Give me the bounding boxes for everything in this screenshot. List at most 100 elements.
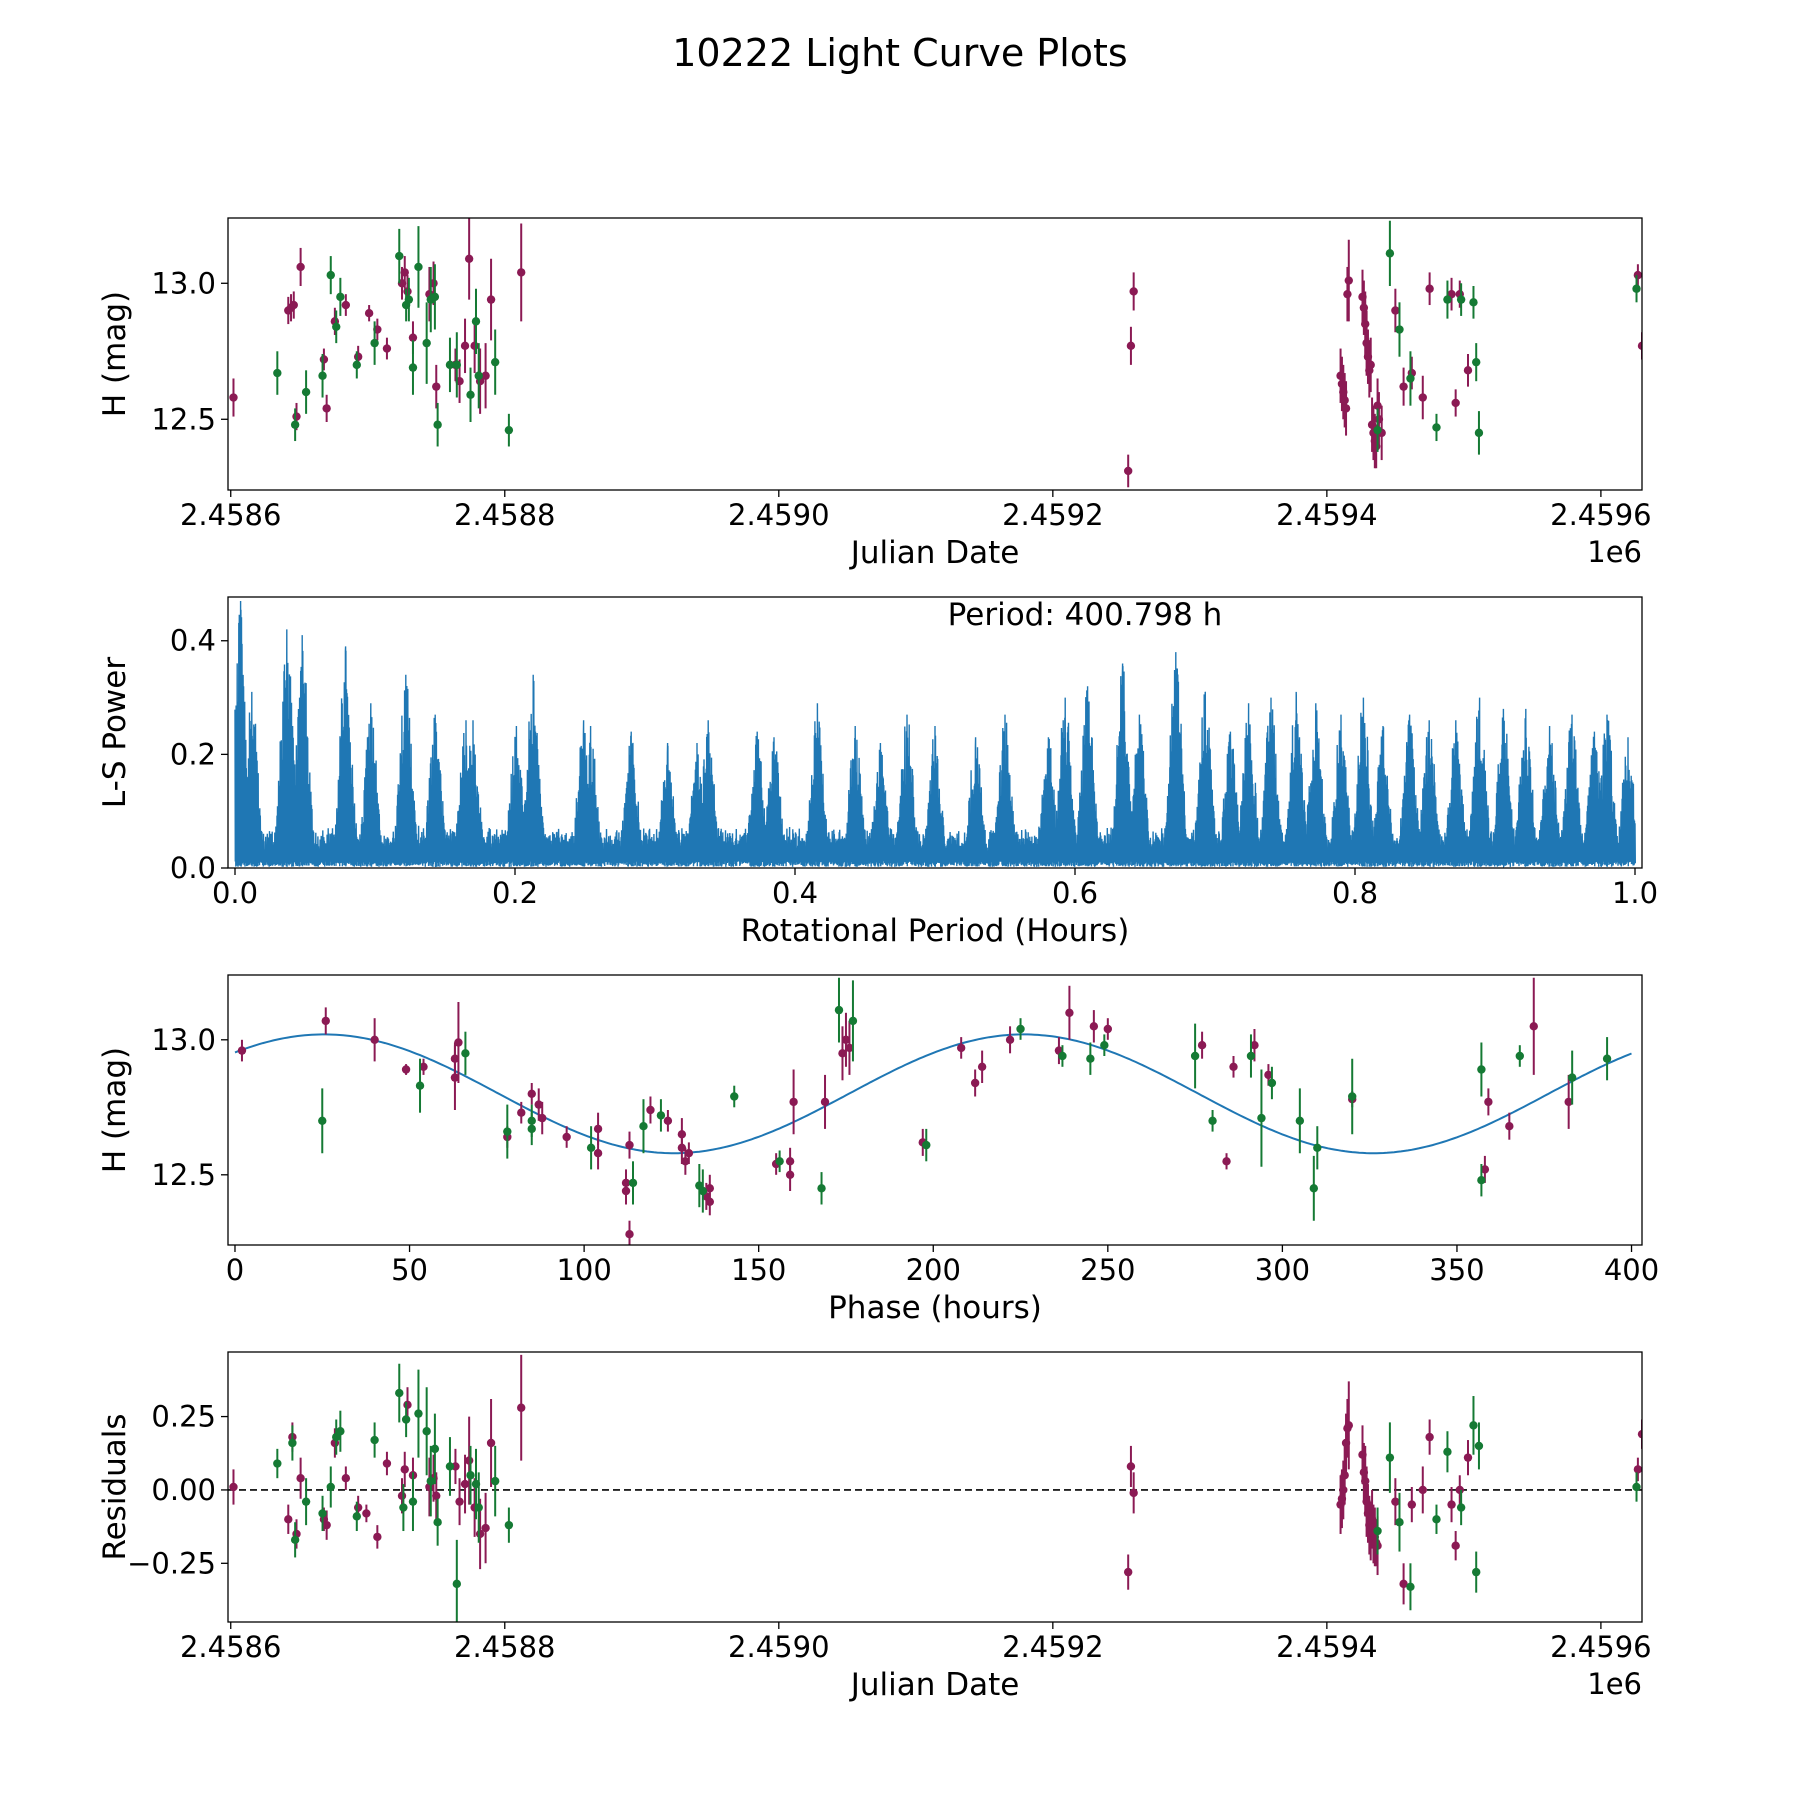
periodogram-xtick-label: 0.0 (212, 876, 258, 910)
lightcurve-point (1456, 295, 1466, 304)
phased-point (817, 1184, 826, 1193)
lightcurve-point (319, 355, 329, 364)
residuals-point (474, 1503, 483, 1512)
lightcurve-point (1399, 382, 1408, 391)
residuals-marks (228, 1354, 1642, 1622)
residuals-point (504, 1520, 514, 1530)
phased-point (1016, 1024, 1025, 1034)
lightcurve-point (1451, 398, 1460, 408)
phased-point (1313, 1143, 1322, 1153)
residuals-point (1399, 1579, 1408, 1589)
residuals-point (382, 1459, 392, 1468)
residuals-point (1632, 1482, 1641, 1492)
phased-point (415, 1081, 425, 1090)
phased-point (1197, 1041, 1207, 1050)
phased-point (1250, 1041, 1259, 1050)
lightcurve-ytick-label: 13.0 (151, 266, 216, 300)
lightcurve-xtick-label: 2.4586 (180, 498, 281, 532)
phased-point (621, 1186, 631, 1196)
residuals-ytick-label: 0.00 (151, 1473, 216, 1507)
phased-xtick-label: 200 (906, 1253, 961, 1287)
lightcurve-point (481, 371, 490, 380)
phased-point (1529, 1022, 1538, 1031)
lightcurve-point (1341, 404, 1351, 413)
residuals-xlabel: Julian Date (849, 1667, 1020, 1703)
phased-point (1222, 1157, 1231, 1166)
phased-ylabel: H (mag) (97, 1047, 133, 1173)
lightcurve-point (1425, 284, 1434, 293)
residuals-point (290, 1535, 300, 1545)
periodogram-xlabel: Rotational Period (Hours) (741, 913, 1130, 949)
residuals-point (433, 1518, 442, 1527)
residuals-point (466, 1471, 475, 1480)
phased-panel: 0 50 100 150 200 250 300 350 400 12.5 13.0 Phase (… (97, 974, 1659, 1326)
residuals-point (1391, 1497, 1400, 1506)
phased-point (785, 1170, 795, 1180)
residuals-point (486, 1438, 496, 1448)
lightcurve-point (404, 295, 414, 304)
phased-point (237, 1046, 247, 1055)
lightcurve-point (1469, 298, 1478, 307)
lightcurve-point (1418, 393, 1427, 402)
lightcurve-point (445, 360, 455, 370)
lightcurve-point (464, 254, 474, 263)
phased-point (956, 1043, 966, 1053)
phased-point (1065, 1008, 1074, 1017)
phased-point (370, 1035, 379, 1045)
residuals-offset-label: 1e6 (1587, 1667, 1642, 1701)
phased-point (1103, 1024, 1113, 1034)
residuals-point (1129, 1488, 1138, 1498)
phased-fit-curve (234, 1033, 1632, 1155)
lightcurve-point (352, 360, 361, 370)
residuals-point (326, 1482, 335, 1492)
phased-point (401, 1065, 411, 1074)
lightcurve-point (1432, 423, 1441, 432)
periodogram-panel: 0.0 0.2 0.4 0.6 0.8 1.0 0.0 0.2 0.4 Rotational P… (97, 596, 1658, 949)
phased-point (1229, 1062, 1238, 1072)
lightcurve-point (414, 262, 423, 272)
residuals-point (352, 1512, 361, 1521)
lightcurve-point (1391, 306, 1400, 315)
residuals-point (414, 1409, 423, 1418)
residuals-point (1463, 1453, 1473, 1462)
lightcurve-point (1474, 428, 1484, 438)
periodogram-ticks: 0.0 0.2 0.4 0.6 0.8 1.0 0.0 0.2 0.4 (170, 624, 1658, 910)
residuals-point (408, 1497, 418, 1506)
residuals-point (1123, 1567, 1133, 1577)
lightcurve-ytick-label: 12.5 (151, 402, 216, 436)
lightcurve-point (1123, 466, 1133, 476)
periodogram-xtick-label: 0.6 (1052, 876, 1098, 910)
lightcurve-point (1632, 284, 1641, 293)
lightcurve-point (517, 268, 526, 277)
phased-point (1515, 1051, 1525, 1061)
phased-point (922, 1140, 931, 1150)
residuals-point (432, 1491, 441, 1501)
lightcurve-point (504, 425, 514, 435)
phased-point (593, 1124, 603, 1134)
lightcurve-point (289, 300, 298, 310)
lightcurve-point (1637, 341, 1642, 351)
residuals-point (1339, 1485, 1348, 1495)
phased-point (1267, 1078, 1277, 1088)
lightcurve-point (1395, 325, 1404, 334)
residuals-point (1407, 1500, 1417, 1509)
lightcurve-point (326, 270, 335, 280)
periodogram-line (234, 600, 1636, 868)
residuals-point (1432, 1515, 1441, 1524)
phased-point (1602, 1054, 1612, 1063)
periodogram-xtick-label: 0.4 (772, 876, 818, 910)
lightcurve-point (322, 404, 331, 413)
lightcurve-point (471, 317, 481, 326)
residuals-point (370, 1435, 379, 1445)
phased-point (820, 1097, 830, 1107)
phased-point (1309, 1184, 1319, 1193)
residuals-point (1637, 1429, 1642, 1439)
residuals-ticks: 2.4586 2.4588 2.4590 2.4592 2.4594 2.4596 0.25… (127, 1400, 1652, 1664)
lightcurve-point (460, 341, 470, 351)
lightcurve-point (486, 295, 496, 304)
lightcurve-xtick-label: 2.4596 (1550, 498, 1651, 532)
periodogram-ytick-label: 0.2 (170, 737, 216, 771)
phased-point (775, 1157, 784, 1166)
phased-marks (234, 977, 1632, 1245)
lightcurve-point (1366, 360, 1375, 370)
